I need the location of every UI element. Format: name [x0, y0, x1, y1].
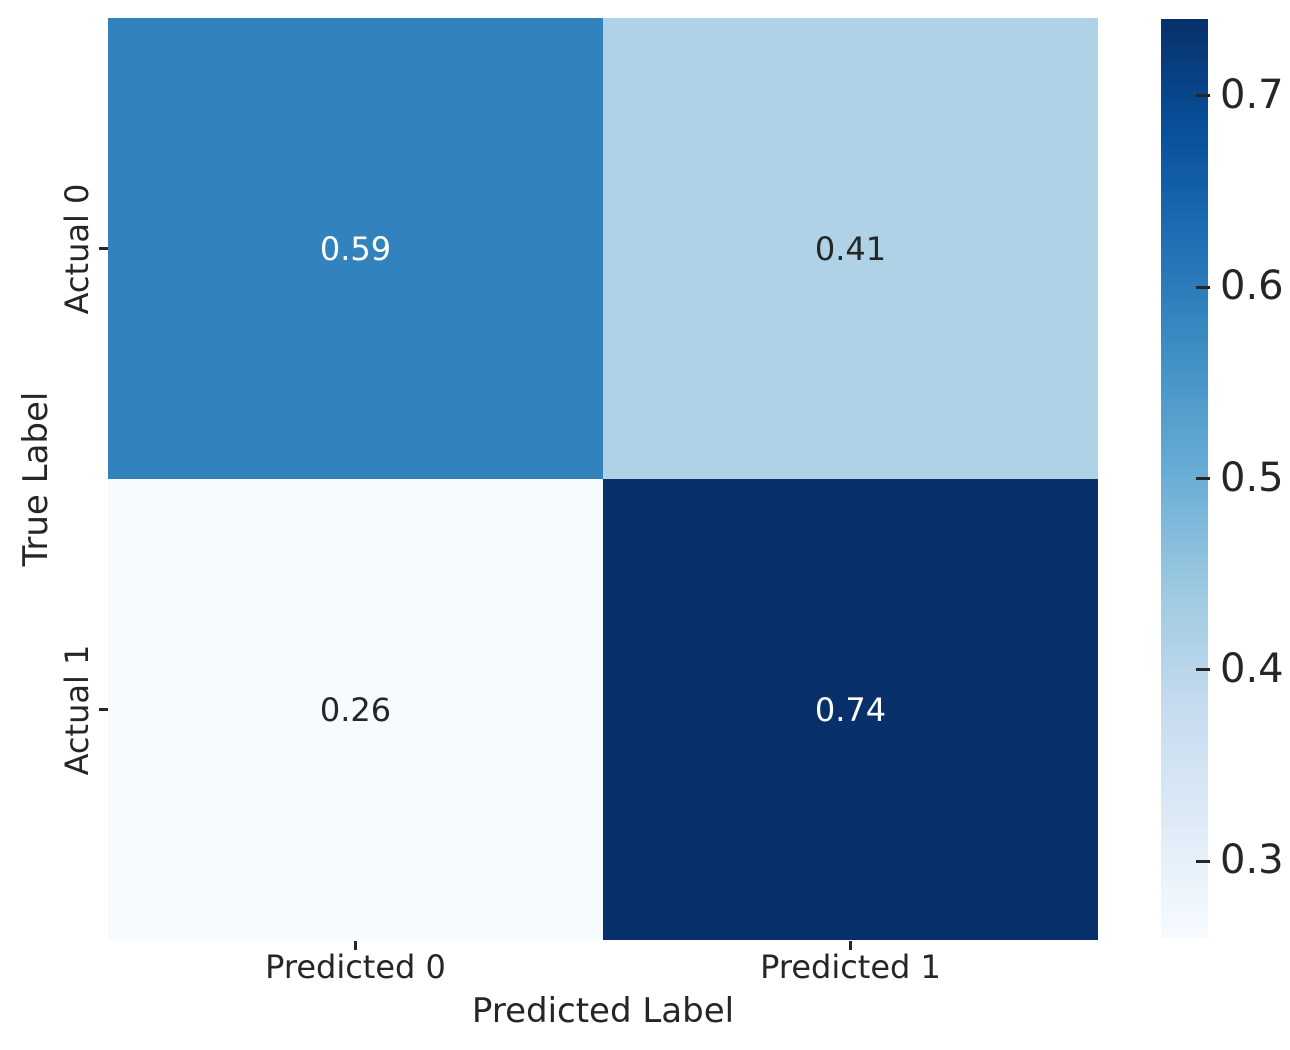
x-tick-label-1: Predicted 1	[760, 948, 941, 986]
colorbar-tick-label-1: 0.6	[1220, 263, 1284, 310]
y-axis-label: True Label	[16, 391, 56, 567]
colorbar-tick-0	[1196, 94, 1210, 98]
heatmap-cell-r1c1: 0.74	[603, 479, 1098, 940]
heatmap-cell-r0c1: 0.41	[603, 18, 1098, 479]
colorbar-tick-label-2: 0.5	[1220, 454, 1284, 501]
cell-annotation: 0.41	[814, 229, 887, 268]
colorbar-tick-label-0: 0.7	[1220, 71, 1284, 118]
y-tick-0	[99, 247, 108, 250]
colorbar-tick-1	[1196, 285, 1210, 289]
x-axis-label: Predicted Label	[471, 991, 735, 1031]
heatmap-cell-r1c0: 0.26	[108, 479, 603, 940]
heatmap-cell-r0c0: 0.59	[108, 18, 603, 479]
colorbar-tick-3	[1196, 668, 1210, 672]
colorbar-tick-label-4: 0.3	[1220, 837, 1284, 884]
y-tick-label-0: Actual 0	[58, 183, 96, 314]
heatmap-plot-area: 0.59 0.41 0.26 0.74	[108, 18, 1098, 940]
colorbar-tick-label-3: 0.4	[1220, 646, 1284, 693]
x-tick-label-0: Predicted 0	[265, 948, 446, 986]
cell-annotation: 0.74	[814, 690, 887, 729]
cell-annotation: 0.59	[319, 229, 392, 268]
y-tick-label-1: Actual 1	[58, 644, 96, 775]
x-tick-0	[354, 941, 357, 950]
cell-annotation: 0.26	[319, 690, 392, 729]
x-tick-1	[849, 941, 852, 950]
y-tick-1	[99, 708, 108, 711]
colorbar-tick-2	[1196, 477, 1210, 480]
colorbar-tick-4	[1196, 859, 1210, 863]
